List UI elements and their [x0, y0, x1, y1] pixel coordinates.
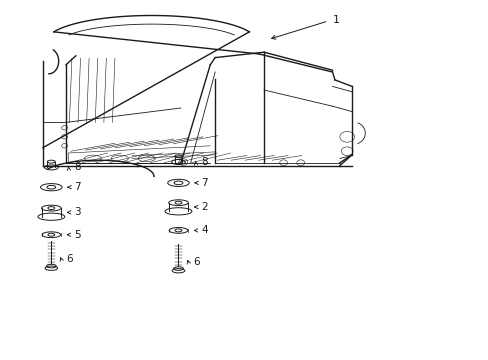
Text: 6: 6 [66, 254, 73, 264]
Text: 1: 1 [332, 15, 339, 25]
Text: 6: 6 [193, 257, 200, 267]
Text: 3: 3 [74, 207, 81, 217]
Text: 2: 2 [201, 202, 207, 212]
Text: 7: 7 [74, 182, 81, 192]
Text: 8: 8 [201, 157, 207, 167]
Text: 4: 4 [201, 225, 207, 235]
Text: 5: 5 [74, 230, 81, 240]
Text: 8: 8 [74, 162, 81, 172]
Text: 7: 7 [201, 178, 207, 188]
